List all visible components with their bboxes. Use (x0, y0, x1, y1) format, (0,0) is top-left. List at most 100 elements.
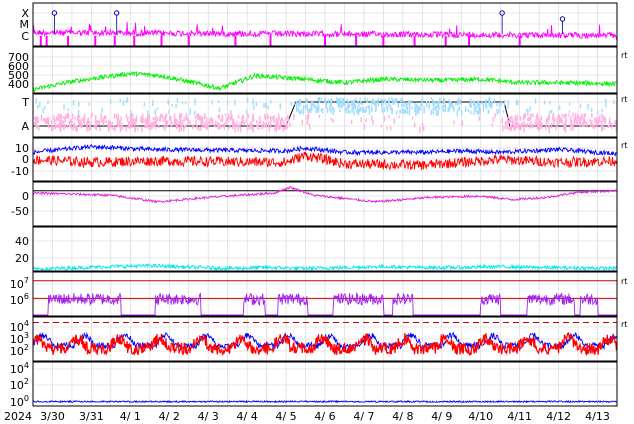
sector-dot (94, 124, 96, 129)
sector-dot (43, 106, 46, 109)
sector-dot (372, 120, 374, 125)
sector-dot (185, 113, 188, 120)
y-tick-label: 0 (22, 153, 29, 166)
sector-dot (411, 106, 413, 110)
right-tag-label: rt (621, 277, 627, 286)
sector-dot (399, 109, 401, 115)
sector-dot (418, 106, 420, 112)
sector-dot (461, 109, 463, 116)
sector-dot (364, 110, 366, 113)
sector-dot (184, 125, 186, 129)
panel-frame (32, 361, 618, 407)
sector-dot (280, 120, 283, 126)
sector-dot (419, 108, 422, 111)
sector-dot (300, 109, 302, 114)
sector-dot (488, 103, 491, 108)
sector-dot (421, 97, 424, 102)
sector-dot (107, 123, 109, 129)
x-tick-label: 4/11 (507, 410, 532, 423)
sector-dot (335, 97, 338, 101)
sector-dot (537, 120, 539, 123)
sector-dot (416, 107, 419, 111)
sector-dot (298, 110, 301, 115)
sector-dot (330, 97, 333, 105)
sector-dot (511, 116, 513, 123)
sector-dot (272, 116, 274, 121)
sector-dot (457, 98, 460, 105)
sector-dot (353, 110, 355, 116)
sector-dot (145, 122, 148, 129)
sector-dot (263, 123, 266, 128)
sector-dot (593, 124, 596, 130)
sector-dot (332, 119, 335, 124)
sector-dot (180, 125, 183, 132)
y-tick-label: 104 (10, 319, 29, 334)
sector-dot (136, 125, 139, 131)
y-tick-label: T (21, 96, 29, 109)
sector-dot (476, 110, 478, 114)
sector-dot (490, 103, 493, 110)
sector-dot (615, 120, 617, 124)
sector-dot (222, 123, 224, 128)
sector-dot (277, 120, 279, 125)
sector-dot (288, 122, 291, 127)
sector-dot (565, 121, 567, 127)
sector-dot (263, 103, 265, 108)
sector-dot (170, 121, 173, 128)
sector-dot (154, 109, 156, 115)
sector-dot (476, 103, 478, 109)
sector-dot (558, 114, 561, 121)
sector-dot (608, 117, 611, 122)
sector-dot (217, 125, 219, 130)
sector-dot (259, 120, 262, 124)
sector-dot (388, 115, 390, 118)
sector-dot (521, 122, 523, 128)
sector-dot (147, 126, 150, 130)
sector-dot (225, 119, 227, 125)
sector-dot (111, 121, 114, 125)
sector-dot (330, 107, 332, 114)
sector-dot (51, 120, 53, 125)
sector-dot (95, 116, 97, 119)
sector-dot (428, 100, 431, 107)
panel-dst: 0-50 (11, 181, 618, 227)
sector-dot (449, 106, 451, 112)
series-group (32, 331, 618, 357)
sector-dot (365, 118, 367, 123)
sector-dot (405, 105, 407, 109)
sector-dot (320, 108, 322, 112)
sector-dot (514, 117, 517, 123)
sector-dot (613, 100, 615, 105)
sector-dot (142, 117, 144, 124)
sector-dot (364, 97, 366, 102)
sector-dot (415, 104, 417, 110)
sector-dot (405, 102, 407, 107)
sector-dot (519, 116, 522, 121)
sector-dot (594, 117, 596, 124)
y-tick-base: 10 (10, 345, 24, 358)
sector-dot (245, 110, 248, 114)
sector-dot (325, 103, 328, 109)
sector-dot (351, 99, 353, 107)
series-proton-flux-1 (32, 331, 618, 357)
sector-dot (227, 126, 229, 130)
y-tick-exponent: 3 (24, 331, 29, 340)
sector-dot (44, 117, 47, 124)
sector-dot (443, 99, 446, 104)
sector-dot (442, 108, 445, 113)
sector-dot (152, 99, 154, 107)
sector-dot (60, 119, 63, 124)
sector-dot (355, 97, 357, 102)
sector-dot (125, 114, 128, 118)
sector-dot (88, 102, 90, 106)
panel-frame (32, 181, 618, 227)
sector-dot (89, 121, 91, 127)
series-neutron-0 (33, 399, 618, 404)
sector-dot (317, 97, 319, 101)
sector-dot (307, 109, 309, 114)
sector-dot (164, 114, 167, 121)
sector-dot (589, 118, 591, 123)
y-tick-label: -10 (11, 165, 29, 178)
sector-dot (109, 99, 112, 104)
sector-dot (86, 125, 88, 132)
